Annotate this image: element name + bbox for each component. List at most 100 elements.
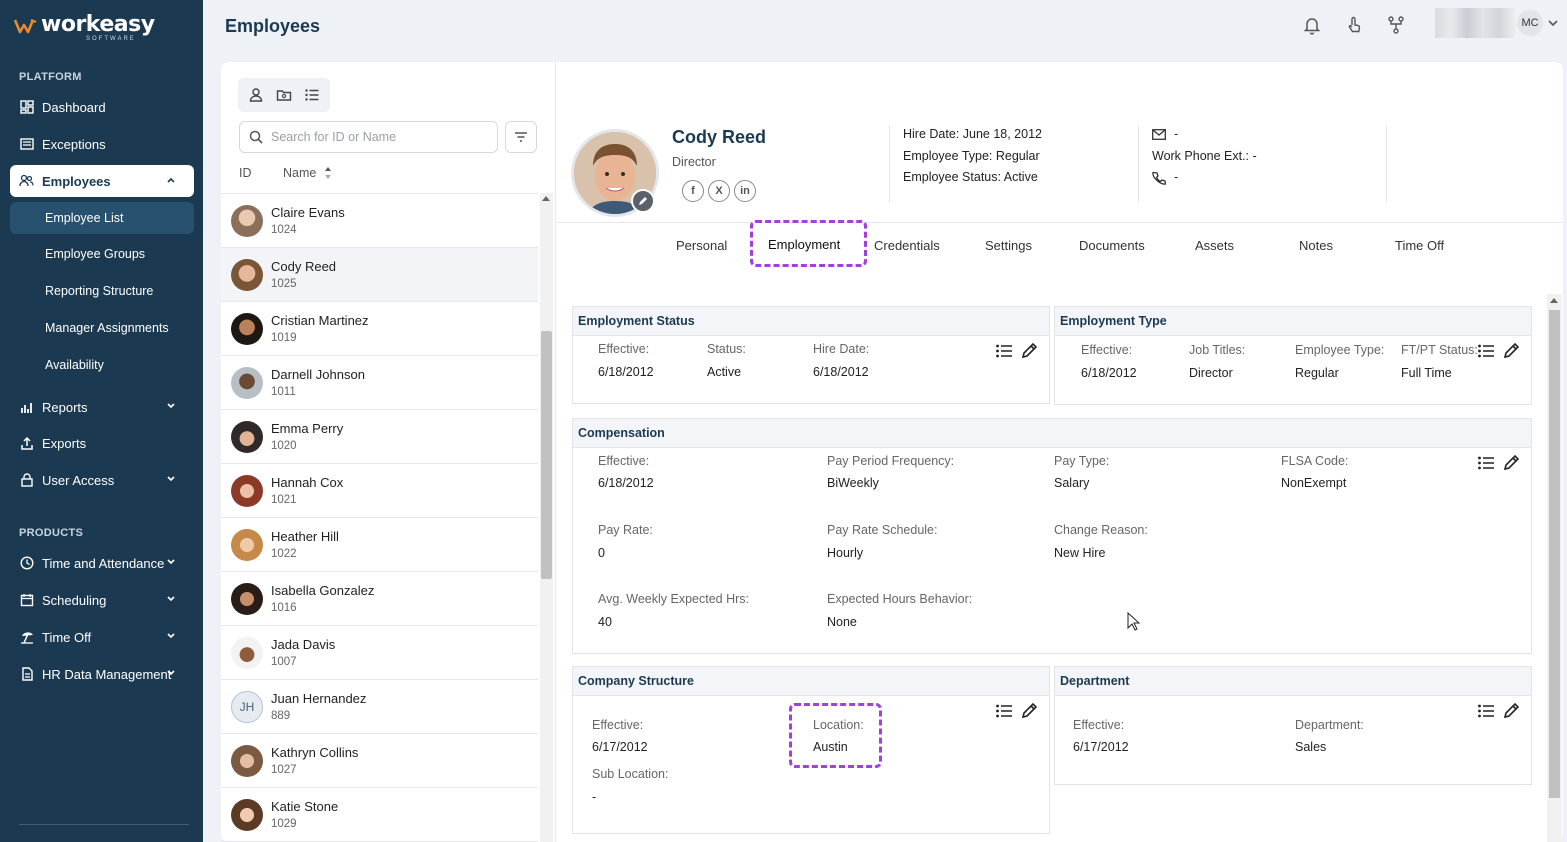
search-input[interactable]: Search for ID or Name bbox=[271, 130, 397, 144]
nav-label: HR Data Management bbox=[42, 666, 172, 682]
edit-photo-button[interactable] bbox=[631, 189, 655, 213]
profile-face-image bbox=[574, 132, 656, 214]
sort-icon[interactable] bbox=[324, 166, 332, 180]
list-item[interactable]: Kathryn Collins 1027 bbox=[221, 734, 538, 788]
scroll-up-icon[interactable] bbox=[542, 196, 550, 201]
nav-employees[interactable]: Employees bbox=[10, 165, 194, 197]
filter-button[interactable] bbox=[505, 121, 537, 153]
chevron-down-icon[interactable] bbox=[1546, 16, 1560, 30]
filter-icon bbox=[515, 132, 527, 142]
tab-assets[interactable]: Assets bbox=[1195, 238, 1235, 253]
edit-pencil-icon[interactable] bbox=[1502, 702, 1520, 720]
subnav-employee-list[interactable]: Employee List bbox=[10, 202, 194, 234]
nav-hr-data[interactable]: HR Data Management bbox=[10, 658, 194, 690]
compensation-panel: Compensation bbox=[572, 418, 1532, 654]
user-profile-image[interactable] bbox=[1435, 8, 1515, 38]
history-list-icon[interactable] bbox=[1477, 702, 1495, 720]
field-label: Avg. Weekly Expected Hrs: bbox=[598, 592, 749, 606]
tab-credentials[interactable]: Credentials bbox=[874, 238, 940, 253]
list-item[interactable]: Darnell Johnson 1011 bbox=[221, 356, 538, 410]
tab-notes[interactable]: Notes bbox=[1299, 238, 1333, 253]
field-label: Location: bbox=[813, 718, 864, 732]
subnav-manager-assignments[interactable]: Manager Assignments bbox=[45, 321, 169, 335]
list-item[interactable]: Katie Stone 1029 bbox=[221, 788, 538, 842]
field-label: Effective: bbox=[1073, 718, 1125, 732]
list-item[interactable]: Cody Reed 1025 bbox=[221, 248, 538, 302]
edit-pencil-icon[interactable] bbox=[1502, 342, 1520, 360]
scrollbar-thumb[interactable] bbox=[541, 331, 552, 579]
list-scrollbar[interactable] bbox=[540, 193, 553, 842]
search-box[interactable]: Search for ID or Name bbox=[239, 121, 498, 153]
nav-dashboard[interactable]: Dashboard bbox=[10, 91, 194, 123]
person-view-icon[interactable] bbox=[248, 87, 264, 103]
avatar bbox=[231, 528, 263, 561]
list-item[interactable]: Claire Evans 1024 bbox=[221, 194, 538, 248]
bell-icon[interactable] bbox=[1302, 15, 1322, 35]
subnav-availability[interactable]: Availability bbox=[45, 358, 104, 372]
touch-icon[interactable] bbox=[1344, 15, 1364, 35]
tab-time-off[interactable]: Time Off bbox=[1395, 238, 1445, 253]
avatar bbox=[231, 636, 263, 669]
list-item[interactable]: Isabella Gonzalez 1016 bbox=[221, 572, 538, 626]
column-header-name[interactable]: Name bbox=[283, 166, 317, 180]
exceptions-icon bbox=[19, 137, 34, 152]
field-label: Hire Date: bbox=[813, 342, 870, 356]
user-avatar[interactable]: MC bbox=[1517, 10, 1543, 36]
scroll-up-icon[interactable] bbox=[1550, 298, 1558, 303]
brand-name: workeasy bbox=[41, 12, 155, 37]
content-scrollbar[interactable] bbox=[1547, 294, 1562, 842]
linkedin-icon[interactable]: in bbox=[734, 180, 756, 202]
employee-id: 1007 bbox=[271, 656, 297, 668]
employee-name: Cody Reed bbox=[271, 259, 337, 274]
edit-pencil-icon[interactable] bbox=[1502, 454, 1520, 472]
nav-exports[interactable]: Exports bbox=[10, 427, 194, 459]
field-value: Active bbox=[707, 365, 742, 379]
nav-user-access[interactable]: User Access bbox=[10, 464, 194, 496]
nav-time-off[interactable]: Time Off bbox=[10, 621, 194, 653]
list-view-icon[interactable] bbox=[304, 87, 320, 103]
employee-name-heading: Cody Reed bbox=[672, 127, 767, 147]
scrollbar-thumb[interactable] bbox=[1549, 310, 1560, 798]
history-list-icon[interactable] bbox=[995, 702, 1013, 720]
list-item[interactable]: Jada Davis 1007 bbox=[221, 626, 538, 680]
list-item[interactable]: Cristian Martinez 1019 bbox=[221, 302, 538, 356]
edit-pencil-icon[interactable] bbox=[1020, 702, 1038, 720]
employee-name: Isabella Gonzalez bbox=[271, 583, 375, 598]
x-icon[interactable]: X bbox=[708, 180, 730, 202]
nav-time-attendance[interactable]: Time and Attendance bbox=[10, 547, 194, 579]
employee-id: 1021 bbox=[271, 494, 297, 506]
chevron-down-icon bbox=[167, 559, 175, 565]
folder-view-icon[interactable] bbox=[276, 87, 292, 103]
history-list-icon[interactable] bbox=[995, 342, 1013, 360]
sidebar: workeasy SOFTWARE PLATFORM Dashboard Exc… bbox=[0, 0, 203, 842]
chevron-down-icon bbox=[167, 633, 175, 639]
subnav-reporting-structure[interactable]: Reporting Structure bbox=[45, 284, 154, 298]
history-list-icon[interactable] bbox=[1477, 342, 1495, 360]
org-chart-icon[interactable] bbox=[1386, 15, 1406, 35]
nav-reports[interactable]: Reports bbox=[10, 391, 194, 423]
tab-settings[interactable]: Settings bbox=[985, 238, 1032, 253]
workeasy-logo[interactable]: workeasy SOFTWARE bbox=[14, 12, 155, 42]
list-item[interactable]: Heather Hill 1022 bbox=[221, 518, 538, 572]
email-icon bbox=[1152, 129, 1166, 141]
edit-pencil-icon[interactable] bbox=[1020, 342, 1038, 360]
facebook-icon[interactable]: f bbox=[682, 180, 704, 202]
tab-employment[interactable]: Employment bbox=[768, 237, 841, 252]
list-item[interactable]: JH Juan Hernandez 889 bbox=[221, 680, 538, 734]
employee-name: Emma Perry bbox=[271, 421, 344, 436]
subnav-employee-groups[interactable]: Employee Groups bbox=[45, 247, 146, 261]
list-item[interactable]: Hannah Cox 1021 bbox=[221, 464, 538, 518]
nav-exceptions[interactable]: Exceptions bbox=[10, 128, 194, 160]
field-value: Sales bbox=[1295, 740, 1327, 754]
tabs-divider bbox=[556, 222, 1563, 223]
nav-label: User Access bbox=[42, 472, 115, 488]
list-item[interactable]: Emma Perry 1020 bbox=[221, 410, 538, 464]
tab-personal[interactable]: Personal bbox=[676, 238, 728, 253]
tab-documents[interactable]: Documents bbox=[1079, 238, 1145, 253]
nav-scheduling[interactable]: Scheduling bbox=[10, 584, 194, 616]
pane-divider bbox=[555, 62, 556, 842]
lock-icon bbox=[19, 473, 34, 488]
column-header-id[interactable]: ID bbox=[239, 166, 252, 180]
field-label: Effective: bbox=[1081, 343, 1133, 357]
history-list-icon[interactable] bbox=[1477, 454, 1495, 472]
